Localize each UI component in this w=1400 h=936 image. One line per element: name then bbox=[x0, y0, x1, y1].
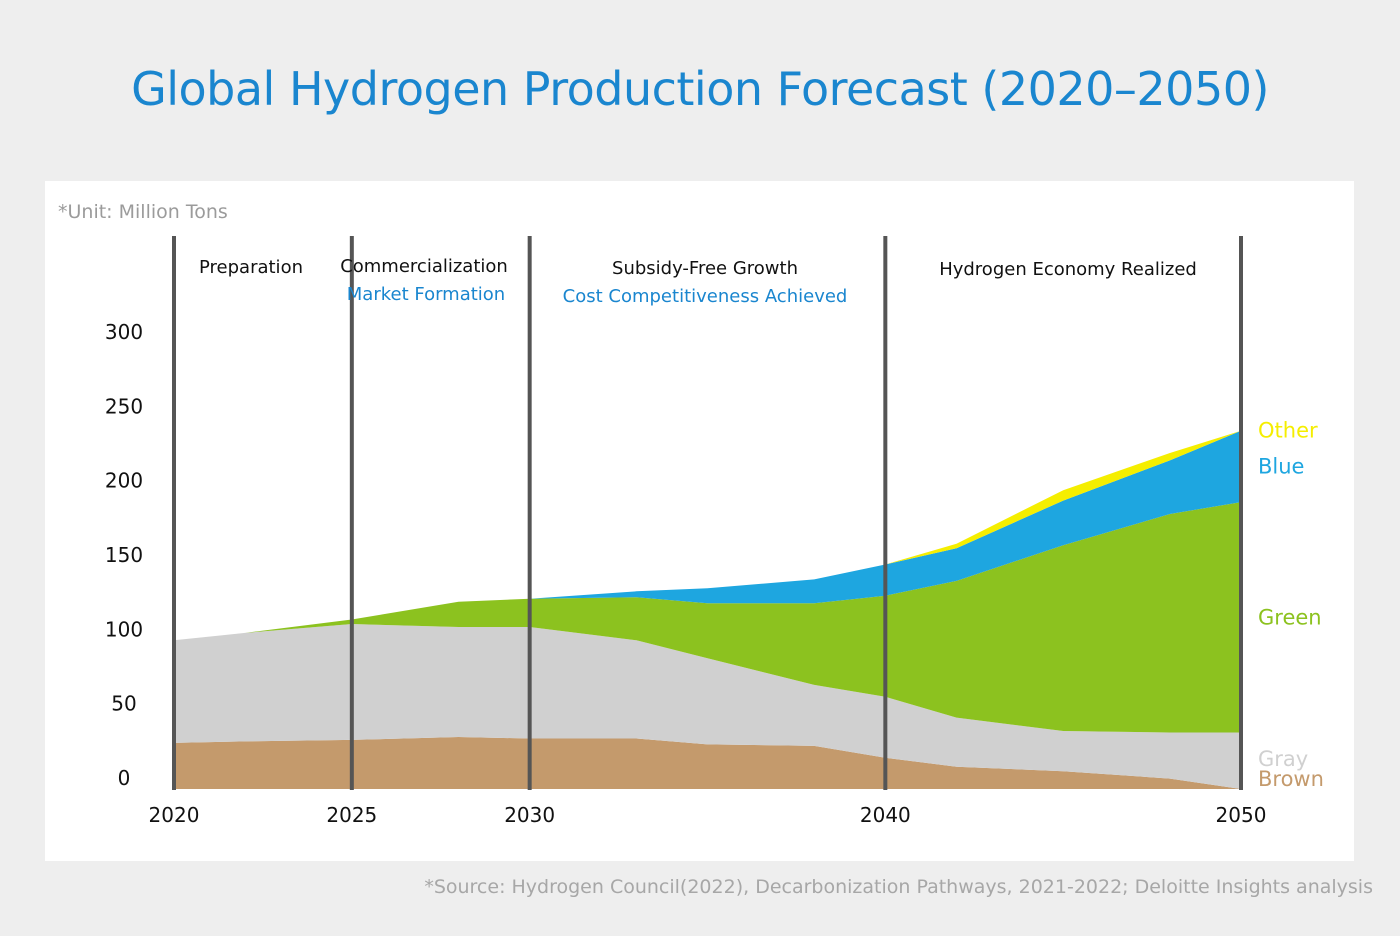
y-tick-label: 50 bbox=[111, 692, 136, 716]
x-tick-label: 2050 bbox=[1216, 803, 1267, 827]
y-axis-ticks: 0 50 100 150 200 250 300 bbox=[105, 320, 143, 790]
phase-labels: Preparation Commercialization Market For… bbox=[199, 256, 1197, 307]
y-tick-label: 150 bbox=[105, 543, 143, 567]
phase-label-subsidy-free-growth: Subsidy-Free Growth bbox=[612, 258, 798, 279]
legend-label-green: Green bbox=[1258, 605, 1322, 629]
unit-note: *Unit: Million Tons bbox=[58, 201, 228, 223]
phase-label-hydrogen-economy: Hydrogen Economy Realized bbox=[939, 259, 1197, 280]
x-tick-label: 2030 bbox=[504, 803, 555, 827]
y-tick-label: 300 bbox=[105, 320, 143, 344]
phase-divider-lines bbox=[172, 236, 1243, 790]
area-gray bbox=[174, 624, 1241, 789]
legend-label-blue: Blue bbox=[1258, 454, 1304, 478]
phase-label-preparation: Preparation bbox=[199, 257, 303, 278]
legend-label-brown: Brown bbox=[1258, 767, 1324, 791]
x-axis-ticks: 2020 2025 2030 2040 2050 bbox=[149, 803, 1267, 827]
chart-title: Global Hydrogen Production Forecast (202… bbox=[131, 62, 1269, 116]
phase-label-commercialization: Commercialization bbox=[340, 256, 508, 277]
x-tick-label: 2040 bbox=[860, 803, 911, 827]
y-tick-label: 250 bbox=[105, 394, 143, 418]
y-tick-label: 100 bbox=[105, 617, 143, 641]
source-note: *Source: Hydrogen Council(2022), Decarbo… bbox=[424, 876, 1373, 898]
area-green bbox=[174, 502, 1241, 733]
phase-sublabel-cost-competitiveness: Cost Competitiveness Achieved bbox=[563, 286, 848, 307]
area-layers bbox=[174, 430, 1241, 789]
legend-label-other: Other bbox=[1258, 419, 1318, 443]
area-brown bbox=[174, 737, 1241, 789]
y-tick-label: 0 bbox=[118, 766, 131, 790]
phase-sublabel-market-formation: Market Formation bbox=[347, 284, 505, 305]
y-tick-label: 200 bbox=[105, 469, 143, 493]
x-tick-label: 2025 bbox=[326, 803, 377, 827]
legend-label-gray: Gray bbox=[1258, 747, 1308, 771]
x-tick-label: 2020 bbox=[149, 803, 200, 827]
area-blue bbox=[174, 430, 1241, 641]
